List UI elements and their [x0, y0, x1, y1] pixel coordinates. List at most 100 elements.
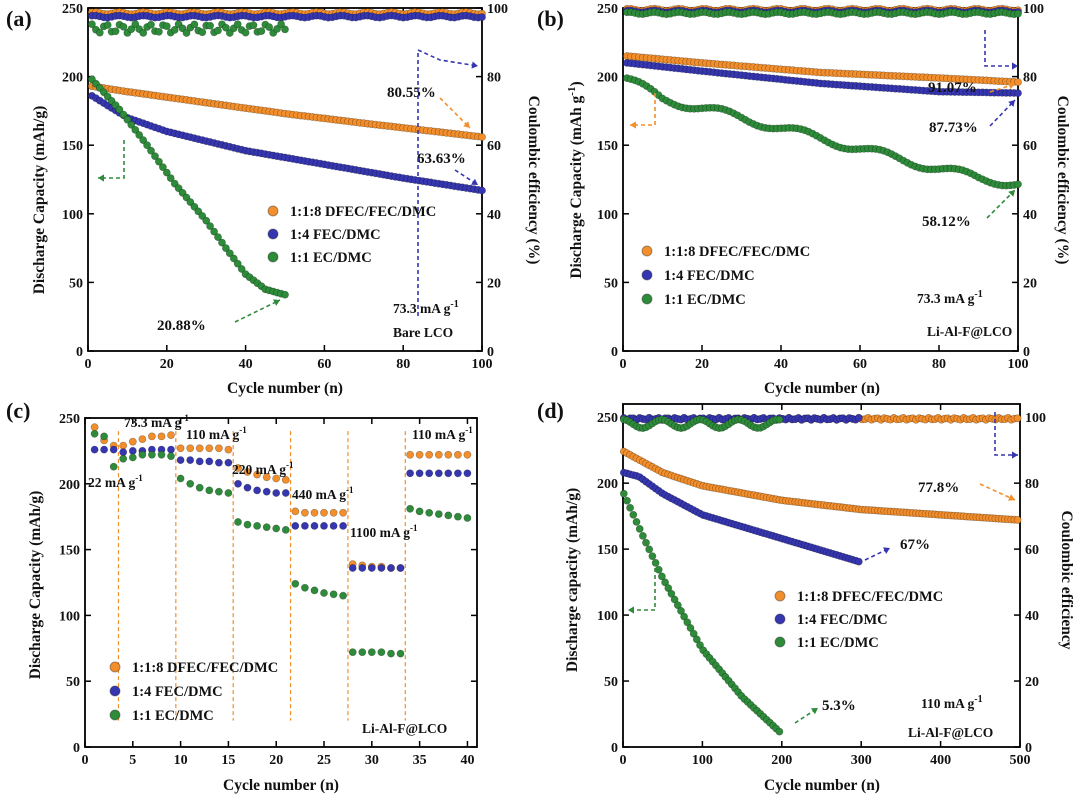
- capacity-point: [1014, 89, 1022, 97]
- series-2: [90, 429, 472, 658]
- rate-point: [272, 524, 281, 533]
- annotation-arrow: [994, 412, 1018, 456]
- rate-point: [157, 432, 166, 441]
- y2-tick-label: 40: [1025, 609, 1039, 624]
- x-tick-label: 0: [85, 357, 92, 372]
- panel-b-annotations: 91.07% 87.73% 58.12%: [922, 80, 978, 230]
- capacity-point: [186, 198, 195, 206]
- capacity-point: [677, 607, 685, 615]
- efficiency-point: [111, 27, 120, 36]
- rate-point: [463, 450, 472, 459]
- panel-a-annot-dfec: 80.55%: [387, 85, 436, 101]
- rate-label-exp: -1: [239, 425, 247, 435]
- y-tick-label: 50: [604, 276, 618, 291]
- capacity-point: [654, 565, 663, 574]
- capacity-point: [147, 146, 155, 155]
- y-tick-label: 0: [73, 741, 80, 756]
- capacity-point: [166, 174, 175, 182]
- rate-point: [367, 564, 376, 572]
- x-tick-label: 0: [620, 357, 627, 372]
- rate-point: [176, 456, 185, 464]
- y-tick-label: 150: [597, 543, 618, 558]
- rate-point: [167, 452, 175, 461]
- capacity-point: [221, 244, 230, 252]
- efficiency-point: [854, 413, 863, 422]
- rate-point: [119, 448, 128, 457]
- legend-marker-fec: [641, 269, 653, 281]
- panel-b-annot-fec: 87.73%: [929, 120, 978, 136]
- capacity-point: [664, 584, 673, 592]
- efficiency-point: [233, 20, 242, 29]
- panel-a-current: 73.3 mA g-1: [393, 299, 459, 316]
- capacity-point: [1014, 78, 1022, 86]
- rate-label-exp: -1: [135, 473, 143, 483]
- x-tick-label: 100: [692, 753, 713, 768]
- ticks: 0 5 10 15 20 25 30 35 40 0 50 100 150 200 250: [59, 412, 477, 768]
- rate-point: [157, 450, 166, 459]
- rate-point: [434, 469, 443, 478]
- efficiency-point: [162, 22, 171, 31]
- efficiency-point: [190, 20, 199, 29]
- efficiency-point: [225, 29, 234, 37]
- rate-point: [262, 473, 271, 482]
- rate-point: [310, 508, 319, 517]
- y2-tick-label: 100: [1025, 411, 1046, 426]
- rate-point: [396, 564, 405, 572]
- panel-c: (c) Discharge Capacity (mAh/g) Cycle num…: [6, 398, 478, 794]
- x-tick-label: 0: [82, 753, 89, 768]
- rate-point: [367, 648, 376, 657]
- y2-tick-label: 100: [487, 2, 508, 17]
- series-2: [623, 8, 1022, 190]
- capacity-point: [661, 578, 669, 587]
- rate-point: [253, 522, 261, 530]
- x-tick-label: 60: [317, 357, 331, 372]
- panel-a-annotations: 80.55% 63.63% 20.88%: [157, 85, 466, 334]
- panel-b-ylabel: Discharge Capacity (mAh g-1): [566, 81, 585, 278]
- panel-b-legend: 1:1:8 DFEC/FEC/DMC 1:4 FEC/DMC 1:1 EC/DM…: [641, 244, 810, 308]
- y-tick-label: 250: [59, 412, 80, 427]
- y-tick-label: 100: [597, 609, 618, 624]
- rate-point: [348, 564, 357, 572]
- rate-point: [128, 446, 137, 455]
- y2-tick-label: 80: [487, 71, 501, 86]
- efficiency-point: [127, 25, 136, 34]
- capacity-point: [683, 618, 692, 627]
- panel-c-material: Li-Al-F@LCO: [362, 721, 447, 736]
- rate-point: [119, 454, 128, 463]
- panel-d-annot-dfec: 77.8%: [918, 480, 959, 496]
- annotation-arrow: [234, 299, 281, 323]
- rate-label-text: 220 mA g: [232, 462, 286, 477]
- rate-point: [90, 445, 99, 454]
- capacity-point: [648, 552, 657, 561]
- rate-point: [320, 589, 328, 597]
- x-tick-label: 15: [221, 753, 235, 768]
- efficiency-point: [249, 21, 258, 30]
- capacity-point: [131, 125, 140, 134]
- rate-point: [138, 435, 147, 443]
- series-1: [88, 11, 486, 195]
- arrow-head: [471, 178, 478, 185]
- rate-label-exp: -1: [181, 413, 189, 423]
- rate-point: [463, 469, 472, 478]
- panel-b-letter: (b): [537, 6, 564, 31]
- y-tick-label: 100: [597, 208, 618, 223]
- rate-point: [109, 445, 118, 454]
- legend-label-fec: 1:4 FEC/DMC: [132, 684, 223, 700]
- legend-marker-ec: [267, 251, 279, 263]
- capacity-point: [237, 265, 246, 273]
- series-2: [619, 415, 784, 736]
- efficiency-point: [478, 13, 486, 21]
- rate-point: [195, 483, 204, 492]
- legend-label-dfec: 1:1:8 DFEC/FEC/DMC: [797, 589, 943, 605]
- panel-d: (d) Discharge capacity (mAh/g) Coulombic…: [537, 398, 1075, 794]
- capacity-point: [686, 624, 695, 632]
- rate-point: [300, 522, 309, 530]
- legend-marker-ec: [641, 293, 653, 305]
- panel-d-xlabel: Cycle number (n): [764, 777, 880, 794]
- rate-point: [176, 474, 185, 483]
- y-tick-label: 100: [59, 609, 80, 624]
- efficiency-point: [95, 28, 104, 37]
- capacity-point: [174, 184, 183, 193]
- rate-label: 1100 mA g-1: [350, 523, 418, 540]
